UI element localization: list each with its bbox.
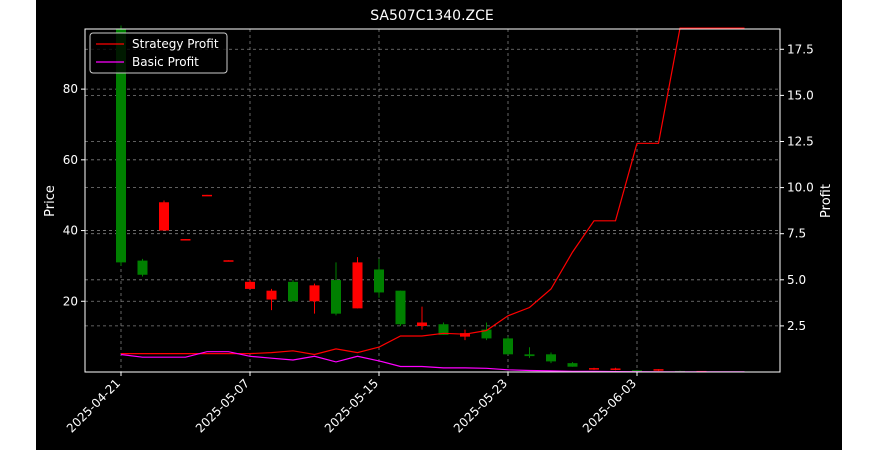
- y-right-tick-label: 10.0: [787, 181, 814, 195]
- legend-box: [89, 32, 228, 74]
- y-left-tick-label: 60: [63, 153, 78, 167]
- x-tick-label: 2025-05-07: [193, 376, 252, 435]
- y-right-tick-label: 2.5: [787, 319, 806, 333]
- y-left-tick-label: 40: [63, 224, 78, 238]
- candle-body: [331, 280, 341, 314]
- chart-svg: SA507C1340.ZCE 2025-04-21 2025-05-07 2025-…: [43, 8, 834, 435]
- y-left-tick-label: 20: [63, 294, 78, 308]
- candle-body: [438, 324, 449, 335]
- y-right-tick-label: 5.0: [787, 273, 806, 287]
- x-tick-label: 2025-05-23: [451, 376, 510, 435]
- candle-body: [202, 194, 212, 197]
- candle-body: [524, 354, 535, 357]
- candles: [116, 25, 707, 373]
- candle-body: [460, 333, 470, 337]
- y-right-tick-label: 15.0: [787, 88, 814, 102]
- legend: Strategy Profit Basic Profit: [89, 32, 228, 74]
- y-left-tick-label: 80: [63, 82, 78, 96]
- y-right-tick-label: 12.5: [787, 134, 814, 148]
- x-tick-label: 2025-06-03: [580, 376, 639, 435]
- candle-body: [116, 29, 126, 263]
- chart-figure: SA507C1340.ZCE 2025-04-21 2025-05-07 2025-…: [36, 0, 842, 450]
- candle-body: [417, 322, 427, 327]
- candle-body: [503, 338, 513, 355]
- axes: 2025-04-21 2025-05-07 2025-05-15 2025-05-23…: [63, 42, 814, 435]
- candle-body: [610, 368, 621, 370]
- candle-body: [395, 290, 406, 325]
- y-axis-right-label: Profit: [819, 184, 834, 218]
- y-right-tick-label: 7.5: [787, 227, 806, 241]
- chart-title: SA507C1340.ZCE: [370, 8, 494, 24]
- candle-body: [137, 260, 148, 275]
- legend-label-basic: Basic Profit: [132, 55, 199, 69]
- legend-label-strategy: Strategy Profit: [132, 37, 219, 51]
- candle-body: [159, 202, 169, 231]
- candle-body: [180, 239, 191, 241]
- candle-body: [266, 290, 277, 300]
- candle-body: [546, 354, 556, 362]
- profit-lines: [120, 27, 745, 373]
- candle-body: [567, 363, 578, 367]
- candle-body: [223, 260, 234, 262]
- candle-body: [352, 262, 363, 309]
- candle-body: [589, 368, 599, 370]
- y-right-tick-label: 17.5: [787, 42, 814, 56]
- strategy-profit-line: [121, 27, 745, 356]
- candle-body: [245, 281, 255, 289]
- candle-body: [374, 269, 384, 293]
- x-tick-label: 2025-04-21: [64, 376, 123, 435]
- candle-body: [481, 329, 492, 339]
- candle-body: [288, 281, 298, 302]
- x-tick-label: 2025-05-15: [322, 376, 381, 435]
- plot-frame: [84, 28, 781, 373]
- basic-profit-line: [120, 351, 745, 373]
- candle-body: [632, 370, 642, 372]
- grid-lines: [85, 29, 780, 372]
- y-axis-left-label: Price: [43, 185, 58, 217]
- candle-body: [309, 285, 320, 302]
- candle-body: [653, 369, 664, 371]
